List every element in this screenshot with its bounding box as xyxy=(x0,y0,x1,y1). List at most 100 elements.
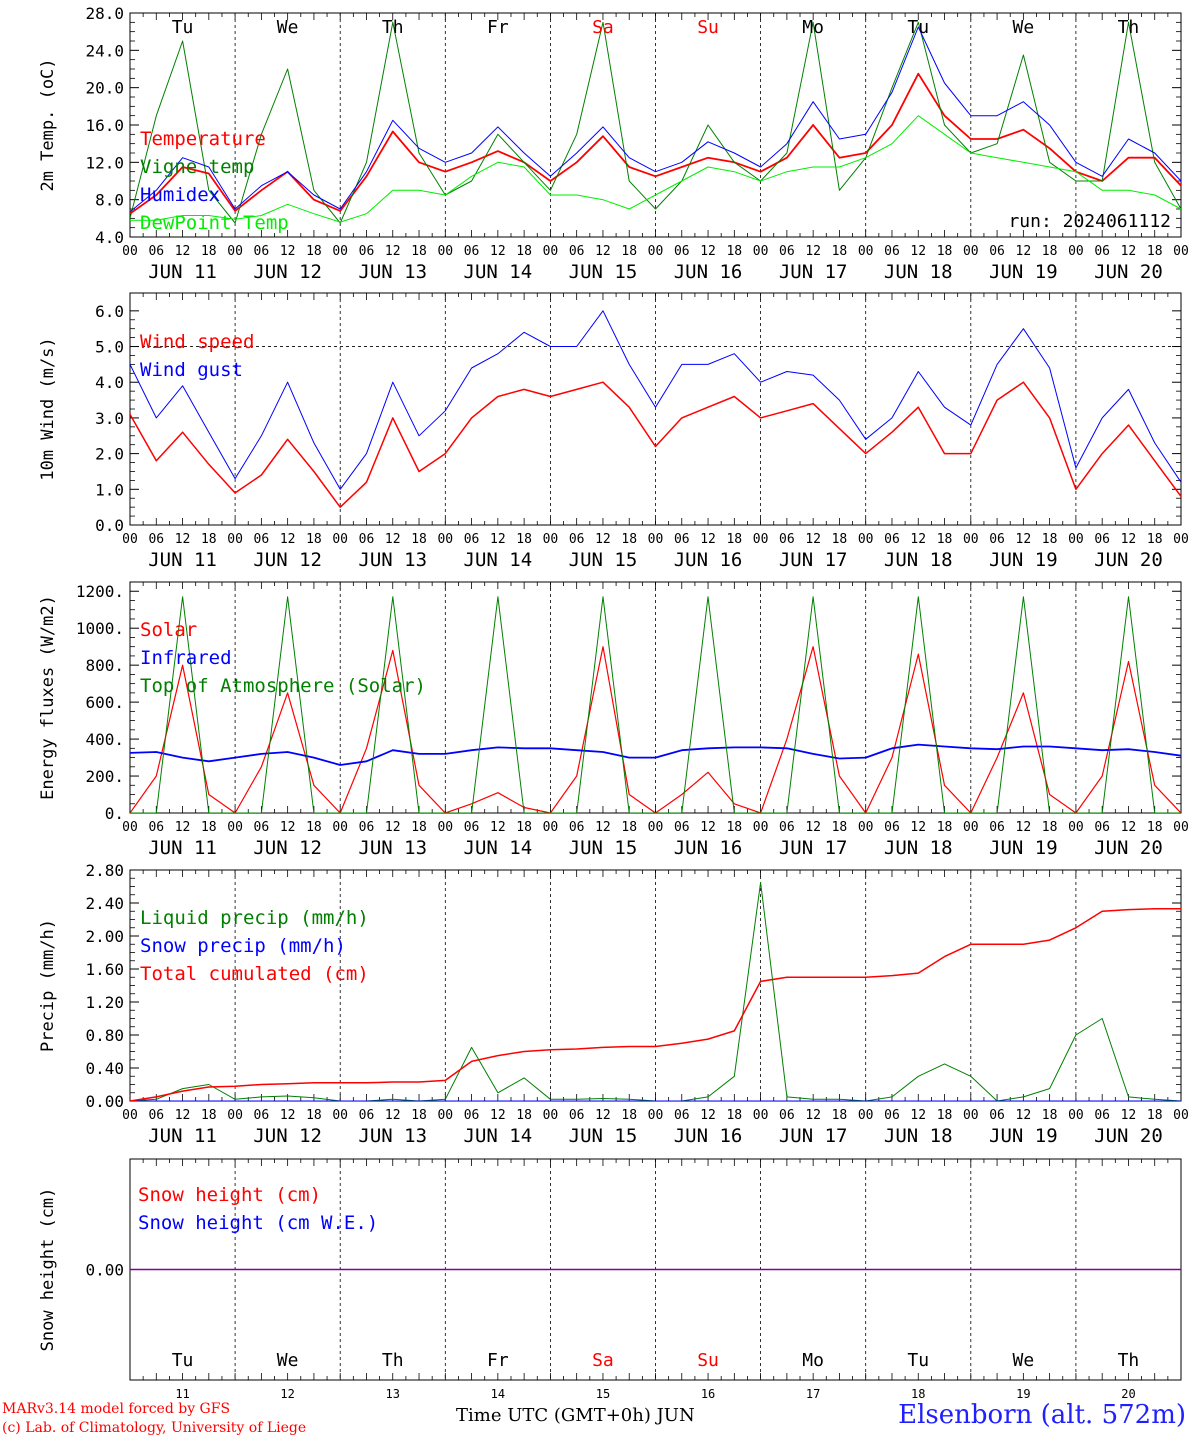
date-label: JUN 17 xyxy=(779,837,848,859)
lab-credit: (c) Lab. of Climatology, University of L… xyxy=(2,1420,307,1436)
hour-tick-label: 18 xyxy=(937,244,953,259)
day-label-top: We xyxy=(1013,17,1035,38)
hour-tick-label: 00 xyxy=(753,532,769,547)
hour-tick-label: 06 xyxy=(884,820,900,835)
hour-tick-label: 18 xyxy=(411,820,427,835)
date-label: JUN 14 xyxy=(464,549,533,571)
hour-tick-label: 18 xyxy=(201,1108,217,1123)
hour-tick-label: 12 xyxy=(1121,820,1137,835)
hour-tick-label: 12 xyxy=(1016,532,1032,547)
legend-entry-1: Liquid precip (mm/h) xyxy=(140,907,369,929)
y-tick-label: 2.00 xyxy=(85,927,124,946)
hour-tick-label: 00 xyxy=(437,532,453,547)
day-number: 16 xyxy=(701,1387,715,1401)
y-tick-label: 28.0 xyxy=(85,4,124,23)
hour-tick-label: 18 xyxy=(621,1108,637,1123)
hour-tick-label: 18 xyxy=(1147,820,1163,835)
hour-tick-label: 00 xyxy=(858,244,874,259)
date-label: JUN 13 xyxy=(358,549,427,571)
day-label-top: Sa xyxy=(592,17,614,38)
hour-tick-label: 00 xyxy=(543,244,559,259)
hour-tick-label: 12 xyxy=(490,1108,506,1123)
hour-tick-label: 18 xyxy=(1147,1108,1163,1123)
hour-tick-label: 18 xyxy=(832,532,848,547)
date-label: JUN 12 xyxy=(253,549,322,571)
day-label-bottom: Mo xyxy=(802,1350,824,1371)
hour-tick-label: 12 xyxy=(700,532,716,547)
hour-tick-label: 12 xyxy=(805,820,821,835)
hour-tick-label: 00 xyxy=(753,244,769,259)
y-tick-label: 8.0 xyxy=(95,191,124,210)
day-label-top: Tu xyxy=(907,17,929,38)
hour-tick-label: 18 xyxy=(621,532,637,547)
hour-tick-label: 18 xyxy=(726,820,742,835)
y-tick-label: 3.0 xyxy=(95,409,124,428)
hour-tick-label: 12 xyxy=(700,820,716,835)
hour-tick-label: 12 xyxy=(1121,532,1137,547)
panel-2: 0.0 1.0 2.0 3.0 4.0 5.0 6.0 10m Wind (m/s) Wind … xyxy=(38,292,1189,571)
hour-tick-label: 06 xyxy=(148,532,164,547)
hour-tick-label: 00 xyxy=(1068,1108,1084,1123)
model-credit: MARv3.14 model forced by GFS xyxy=(2,1401,231,1417)
date-label: JUN 20 xyxy=(1094,1125,1163,1147)
date-label: JUN 19 xyxy=(989,837,1058,859)
y-tick-label: 2.40 xyxy=(85,894,124,913)
day-number: 15 xyxy=(596,1387,610,1401)
date-label: JUN 15 xyxy=(569,261,638,283)
hour-tick-label: 18 xyxy=(832,1108,848,1123)
legend-entry-1: Snow height (cm) xyxy=(138,1184,321,1206)
y-tick-label: 1000. xyxy=(76,619,124,638)
y-tick-label: 24.0 xyxy=(85,41,124,60)
day-label-bottom: Fr xyxy=(487,1350,509,1371)
hour-tick-label: 06 xyxy=(359,820,375,835)
hour-tick-label: 12 xyxy=(280,1108,296,1123)
date-label: JUN 20 xyxy=(1094,549,1163,571)
hour-tick-label: 06 xyxy=(779,820,795,835)
hour-tick-label: 12 xyxy=(490,244,506,259)
hour-tick-label: 12 xyxy=(175,532,191,547)
hour-tick-label: 12 xyxy=(490,532,506,547)
day-label-bottom: We xyxy=(277,1350,299,1371)
y-axis-label: Energy fluxes (W/m2) xyxy=(38,595,58,800)
hour-tick-label: 06 xyxy=(884,532,900,547)
date-label: JUN 16 xyxy=(674,837,743,859)
hour-tick-label: 18 xyxy=(621,820,637,835)
series-group xyxy=(130,21,1181,224)
hour-tick-label: 18 xyxy=(1147,244,1163,259)
hour-tick-label: 12 xyxy=(910,244,926,259)
panel-4: 0.00 0.40 0.80 1.20 1.60 2.00 2.40 2.80 Precip (… xyxy=(38,861,1189,1147)
hour-tick-label: 18 xyxy=(1042,1108,1058,1123)
hour-tick-label: 18 xyxy=(1042,532,1058,547)
hour-tick-label: 12 xyxy=(1121,1108,1137,1123)
series-line-1 xyxy=(130,881,1181,1101)
hour-tick-label: 06 xyxy=(989,820,1005,835)
y-tick-label: 800. xyxy=(85,656,124,675)
hour-tick-label: 00 xyxy=(437,820,453,835)
y-tick-label: 0.00 xyxy=(85,1261,124,1280)
hour-tick-label: 12 xyxy=(385,1108,401,1123)
day-label-bottom: We xyxy=(1013,1350,1035,1371)
hour-tick-label: 00 xyxy=(963,820,979,835)
hour-tick-label: 00 xyxy=(227,820,243,835)
hour-tick-label: 18 xyxy=(937,1108,953,1123)
station-name: Elsenborn (alt. 572m) xyxy=(898,1400,1186,1430)
date-label: JUN 14 xyxy=(464,1125,533,1147)
hour-tick-label: 18 xyxy=(516,532,532,547)
hour-tick-label: 18 xyxy=(516,1108,532,1123)
y-tick-label: 4.0 xyxy=(95,373,124,392)
hour-tick-label: 12 xyxy=(1121,244,1137,259)
day-label-top: Th xyxy=(382,17,404,38)
hour-tick-label: 00 xyxy=(227,244,243,259)
series-group xyxy=(130,596,1181,813)
hour-tick-label: 06 xyxy=(359,532,375,547)
y-tick-label: 1.20 xyxy=(85,993,124,1012)
hour-tick-label: 18 xyxy=(411,1108,427,1123)
legend-entry-3: Humidex xyxy=(140,184,220,206)
hour-tick-label: 18 xyxy=(726,244,742,259)
y-tick-label: 2.80 xyxy=(85,861,124,880)
day-label-top: Fr xyxy=(487,17,509,38)
date-label: JUN 11 xyxy=(148,1125,217,1147)
hour-tick-label: 12 xyxy=(805,532,821,547)
hour-tick-label: 18 xyxy=(411,244,427,259)
day-number: 11 xyxy=(175,1387,189,1401)
